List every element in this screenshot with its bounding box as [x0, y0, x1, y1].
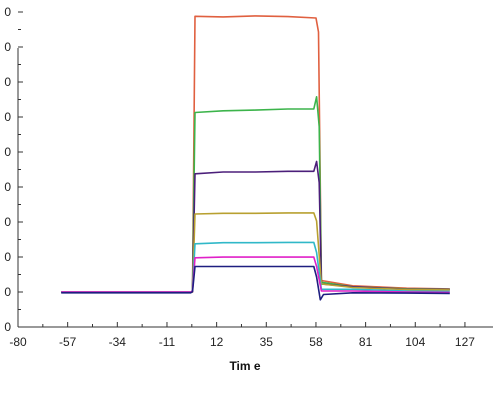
x-tick-label: -57 — [59, 335, 77, 349]
series-line-2 — [61, 96, 450, 293]
y-tick-label: 0 — [4, 110, 11, 124]
y-tick-label: 0 — [4, 5, 11, 19]
x-tick-label: 58 — [309, 335, 323, 349]
x-tick-label: -80 — [9, 335, 27, 349]
series-line-1 — [61, 15, 450, 293]
x-tick-label: 81 — [359, 335, 373, 349]
y-tick-label: 0 — [4, 180, 11, 194]
x-axis-title: Tim e — [229, 359, 260, 373]
y-tick-label: 0 — [4, 145, 11, 159]
x-tick-label: 104 — [405, 335, 425, 349]
y-axis: 0 0 0 0 0 0 0 0 0 0 — [4, 5, 23, 334]
y-tick-label: 0 — [4, 285, 11, 299]
series-line-3 — [61, 160, 450, 293]
x-tick-label: 12 — [210, 335, 224, 349]
y-tick-label: 0 — [4, 320, 11, 334]
x-tick-label: -34 — [109, 335, 127, 349]
x-tick-label: 127 — [455, 335, 475, 349]
y-tick-label: 0 — [4, 40, 11, 54]
x-axis: -80 -57 -34 -11 12 35 58 81 104 127 — [9, 322, 493, 349]
plot-lines — [61, 15, 450, 301]
y-tick-label: 0 — [4, 250, 11, 264]
series-line-4 — [61, 212, 450, 293]
x-tick-label: 35 — [260, 335, 274, 349]
y-tick-label: 0 — [4, 215, 11, 229]
y-tick-label: 0 — [4, 75, 11, 89]
x-tick-label: -11 — [159, 335, 176, 349]
series-line-7 — [61, 265, 450, 301]
